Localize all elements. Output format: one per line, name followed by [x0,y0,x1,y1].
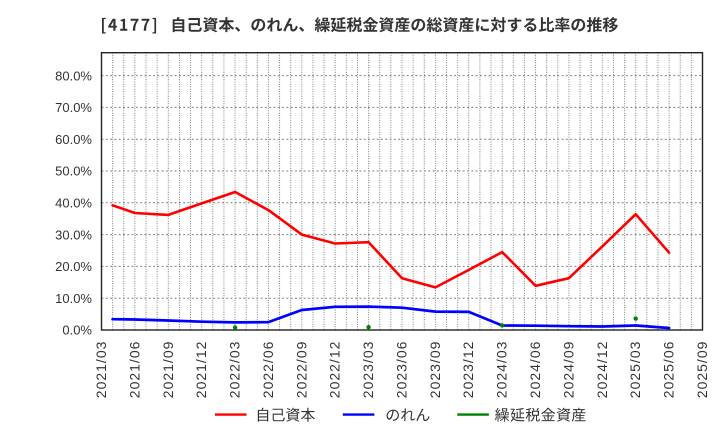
svg-text:2024/12: 2024/12 [594,341,610,399]
svg-text:50.0%: 50.0% [55,164,92,179]
svg-text:2021/03: 2021/03 [93,341,109,399]
svg-text:2021/12: 2021/12 [193,341,209,399]
svg-text:2022/12: 2022/12 [327,341,343,399]
svg-text:20.0%: 20.0% [55,259,92,274]
svg-text:30.0%: 30.0% [55,227,92,242]
svg-text:2025/09: 2025/09 [694,341,710,399]
svg-text:2023/09: 2023/09 [427,341,443,399]
svg-text:2023/06: 2023/06 [393,341,409,399]
svg-text:70.0%: 70.0% [55,100,92,115]
svg-text:40.0%: 40.0% [55,196,92,211]
svg-text:2024/09: 2024/09 [560,341,576,399]
svg-text:2023/12: 2023/12 [460,341,476,399]
svg-text:10.0%: 10.0% [55,291,92,306]
svg-text:2022/03: 2022/03 [227,341,243,399]
svg-text:2024/06: 2024/06 [527,341,543,399]
svg-text:2022/09: 2022/09 [293,341,309,399]
svg-text:2021/09: 2021/09 [160,341,176,399]
svg-text:2024/03: 2024/03 [494,341,510,399]
svg-text:0.0%: 0.0% [62,323,92,338]
svg-text:2022/06: 2022/06 [260,341,276,399]
svg-text:2023/03: 2023/03 [360,341,376,399]
svg-text:60.0%: 60.0% [55,132,92,147]
svg-text:80.0%: 80.0% [55,68,92,83]
svg-text:2025/03: 2025/03 [627,341,643,399]
svg-text:2025/06: 2025/06 [661,341,677,399]
svg-text:2021/06: 2021/06 [126,341,142,399]
